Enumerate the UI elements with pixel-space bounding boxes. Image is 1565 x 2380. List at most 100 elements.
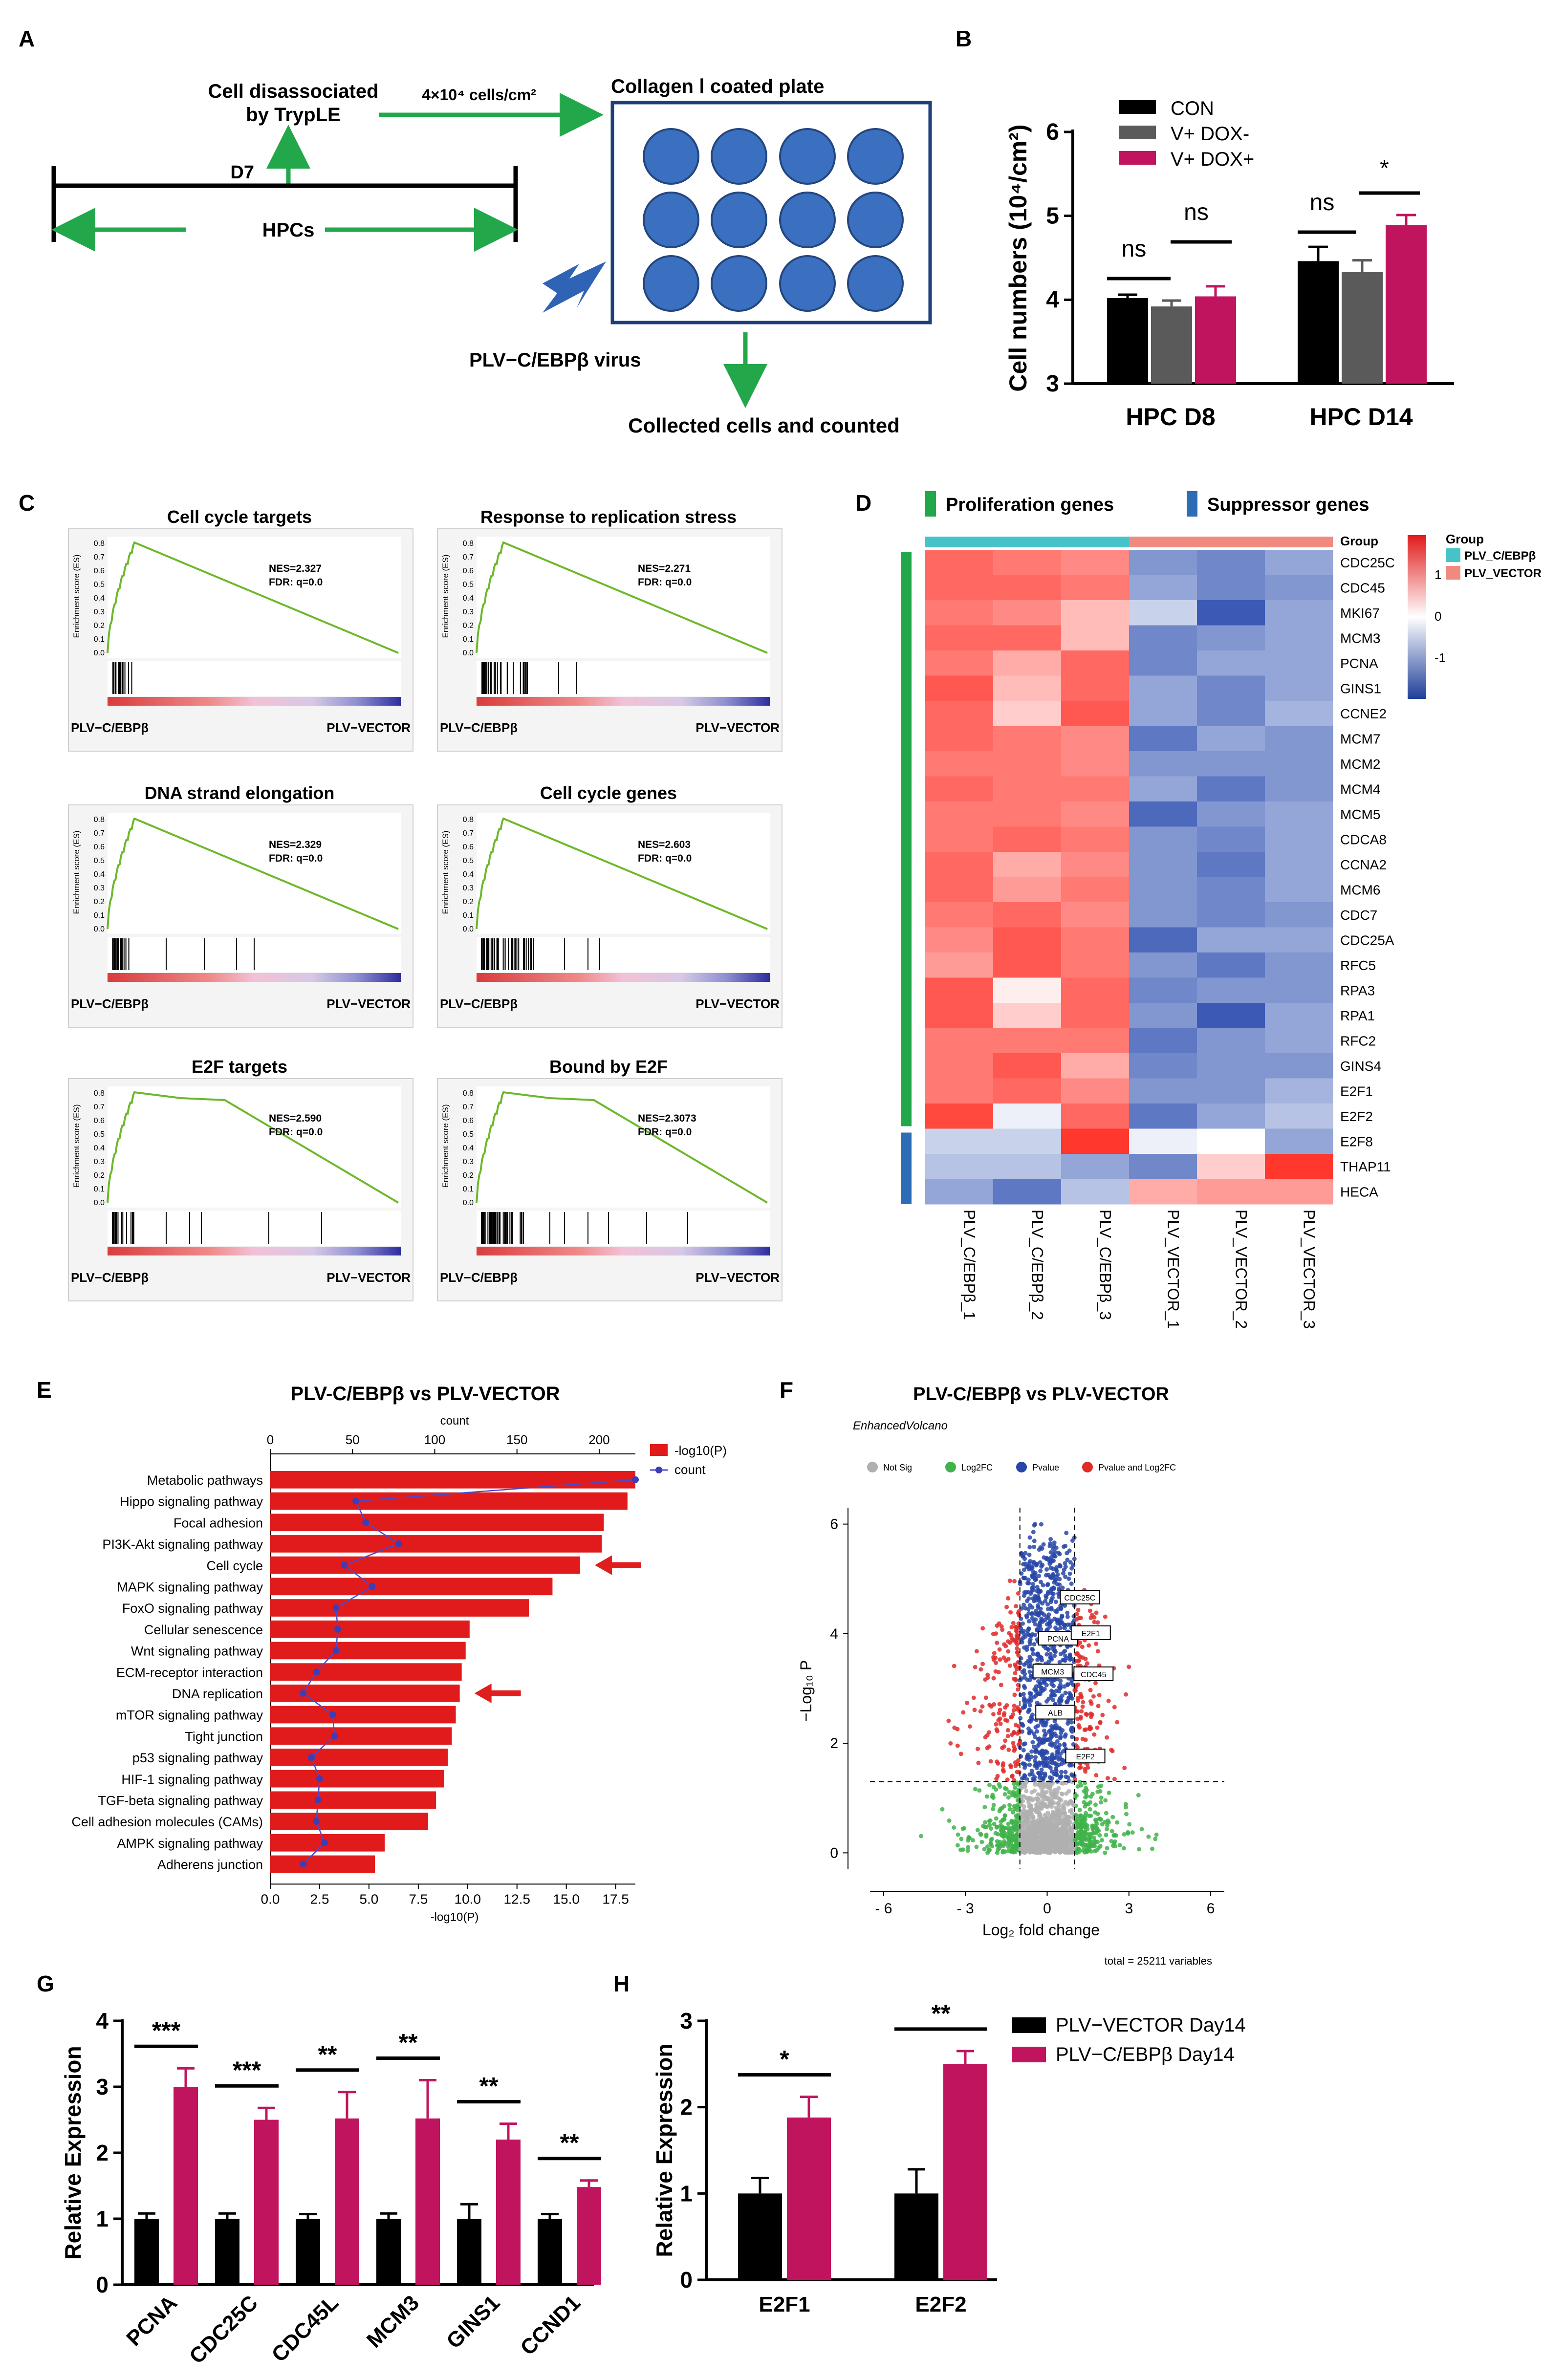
volcano-point bbox=[1012, 1806, 1017, 1811]
sig-annotation: ** bbox=[560, 2129, 579, 2157]
heat-cell bbox=[993, 751, 1062, 777]
volcano-point bbox=[1112, 1776, 1117, 1781]
heat-cell bbox=[1265, 776, 1333, 802]
volcano-point bbox=[1055, 1811, 1060, 1816]
volcano-point bbox=[1019, 1786, 1024, 1791]
heat-cell bbox=[993, 826, 1062, 852]
volcano-point bbox=[1006, 1837, 1011, 1842]
heat-cell bbox=[1197, 550, 1265, 575]
heat-cell bbox=[1197, 675, 1265, 701]
color-scale bbox=[1408, 535, 1426, 699]
y-tick-label: 0 bbox=[680, 2267, 693, 2293]
volcano-point bbox=[1026, 1619, 1031, 1623]
heat-cell bbox=[1061, 1053, 1130, 1079]
gene-label: CCNA2 bbox=[1340, 857, 1387, 872]
volcano-point bbox=[1030, 1712, 1035, 1717]
volcano-point bbox=[1103, 1798, 1108, 1803]
well-2-0 bbox=[643, 255, 699, 312]
volcano-point bbox=[1002, 1813, 1007, 1818]
sig-annotation: *** bbox=[233, 2056, 261, 2084]
volcano-point bbox=[1021, 1838, 1026, 1842]
volcano-point bbox=[1013, 1785, 1018, 1790]
heat-cell bbox=[1129, 852, 1197, 877]
volcano-point bbox=[1080, 1644, 1085, 1649]
volcano-point bbox=[1044, 1652, 1049, 1657]
heat-cell bbox=[925, 1128, 994, 1154]
heat-cell bbox=[1061, 952, 1130, 978]
bottom-tick-label: 5.0 bbox=[359, 1891, 378, 1906]
volcano-point bbox=[1026, 1626, 1031, 1631]
gsea-y-tick: 0.1 bbox=[94, 635, 105, 644]
volcano-point bbox=[1124, 1692, 1129, 1697]
volcano-point bbox=[1045, 1602, 1050, 1607]
volcano-point bbox=[1008, 1841, 1013, 1846]
dissociated-line1: Cell disassociated bbox=[208, 81, 378, 102]
volcano-point bbox=[1055, 1572, 1060, 1577]
heat-cell bbox=[1129, 826, 1197, 852]
fdr-label: FDR: q=0.0 bbox=[269, 853, 323, 864]
well-0-1 bbox=[711, 128, 767, 185]
y-axis-label: Relative Expression bbox=[652, 2043, 677, 2257]
volcano-point bbox=[1094, 1825, 1099, 1830]
volcano-point bbox=[1109, 1829, 1114, 1834]
heat-cell bbox=[925, 1179, 994, 1205]
heat-cell bbox=[925, 776, 994, 802]
volcano-point bbox=[1023, 1741, 1027, 1746]
well-0-2 bbox=[779, 128, 836, 185]
volcano-point bbox=[1022, 1557, 1027, 1561]
heat-cell bbox=[1129, 575, 1197, 601]
legend-label: PLV−VECTOR Day14 bbox=[1056, 2014, 1246, 2036]
volcano-point bbox=[1031, 1744, 1036, 1749]
category-label: TGF-beta signaling pathway bbox=[98, 1794, 263, 1808]
volcano-point bbox=[1052, 1795, 1057, 1799]
bar-Cell cycle bbox=[270, 1556, 580, 1574]
bar-PLV−VECTOR Day14-E2F2 bbox=[894, 2193, 938, 2280]
volcano-point bbox=[974, 1649, 979, 1654]
volcano-point bbox=[1052, 1731, 1057, 1736]
heat-cell bbox=[925, 852, 994, 877]
category-label: mTOR signaling pathway bbox=[116, 1708, 263, 1723]
gsea-y-label: Enrichment score (ES) bbox=[441, 1104, 450, 1188]
heat-cell bbox=[1197, 1053, 1265, 1079]
x-category-label: PCNA bbox=[122, 2291, 182, 2351]
volcano-point bbox=[1094, 1829, 1099, 1834]
heat-cell bbox=[1129, 701, 1197, 726]
volcano-point bbox=[1036, 1771, 1041, 1775]
category-label: PI3K-Akt signaling pathway bbox=[102, 1537, 263, 1552]
volcano-point bbox=[1006, 1596, 1011, 1601]
heat-cell bbox=[1265, 952, 1333, 978]
volcano-point bbox=[1036, 1597, 1041, 1602]
gsea-y-tick: 0.3 bbox=[94, 608, 105, 616]
gene-label-box bbox=[1035, 1705, 1076, 1720]
volcano-point bbox=[1049, 1815, 1054, 1819]
heat-cell bbox=[1265, 650, 1333, 676]
volcano-point bbox=[1063, 1653, 1068, 1658]
count-point bbox=[313, 1668, 320, 1676]
volcano-point bbox=[1110, 1815, 1115, 1819]
volcano-point bbox=[1100, 1822, 1105, 1827]
volcano-point bbox=[1065, 1682, 1070, 1687]
x-tick-label: - 3 bbox=[957, 1901, 974, 1917]
volcano-point bbox=[1006, 1657, 1011, 1662]
heat-cell bbox=[925, 801, 994, 827]
volcano-point bbox=[1012, 1676, 1017, 1681]
volcano-point bbox=[1000, 1746, 1005, 1751]
gene-label: CCNE2 bbox=[1340, 706, 1387, 721]
volcano-point bbox=[1066, 1838, 1071, 1842]
heat-cell bbox=[1061, 726, 1130, 752]
volcano-point bbox=[1070, 1779, 1075, 1784]
volcano-point bbox=[1037, 1840, 1042, 1845]
gsea-plot-area bbox=[108, 813, 401, 934]
volcano-point bbox=[1023, 1844, 1027, 1848]
volcano-point bbox=[1067, 1652, 1072, 1657]
volcano-point bbox=[1013, 1723, 1018, 1728]
volcano-point bbox=[1092, 1620, 1097, 1624]
volcano-point bbox=[979, 1839, 984, 1844]
y-tick-label: 0 bbox=[830, 1845, 838, 1861]
heat-cell bbox=[993, 852, 1062, 877]
volcano-point bbox=[1007, 1826, 1012, 1831]
volcano-point bbox=[1015, 1780, 1019, 1785]
volcano-point bbox=[1006, 1795, 1011, 1800]
heat-cell bbox=[1061, 650, 1130, 676]
volcano-point bbox=[1007, 1579, 1012, 1583]
